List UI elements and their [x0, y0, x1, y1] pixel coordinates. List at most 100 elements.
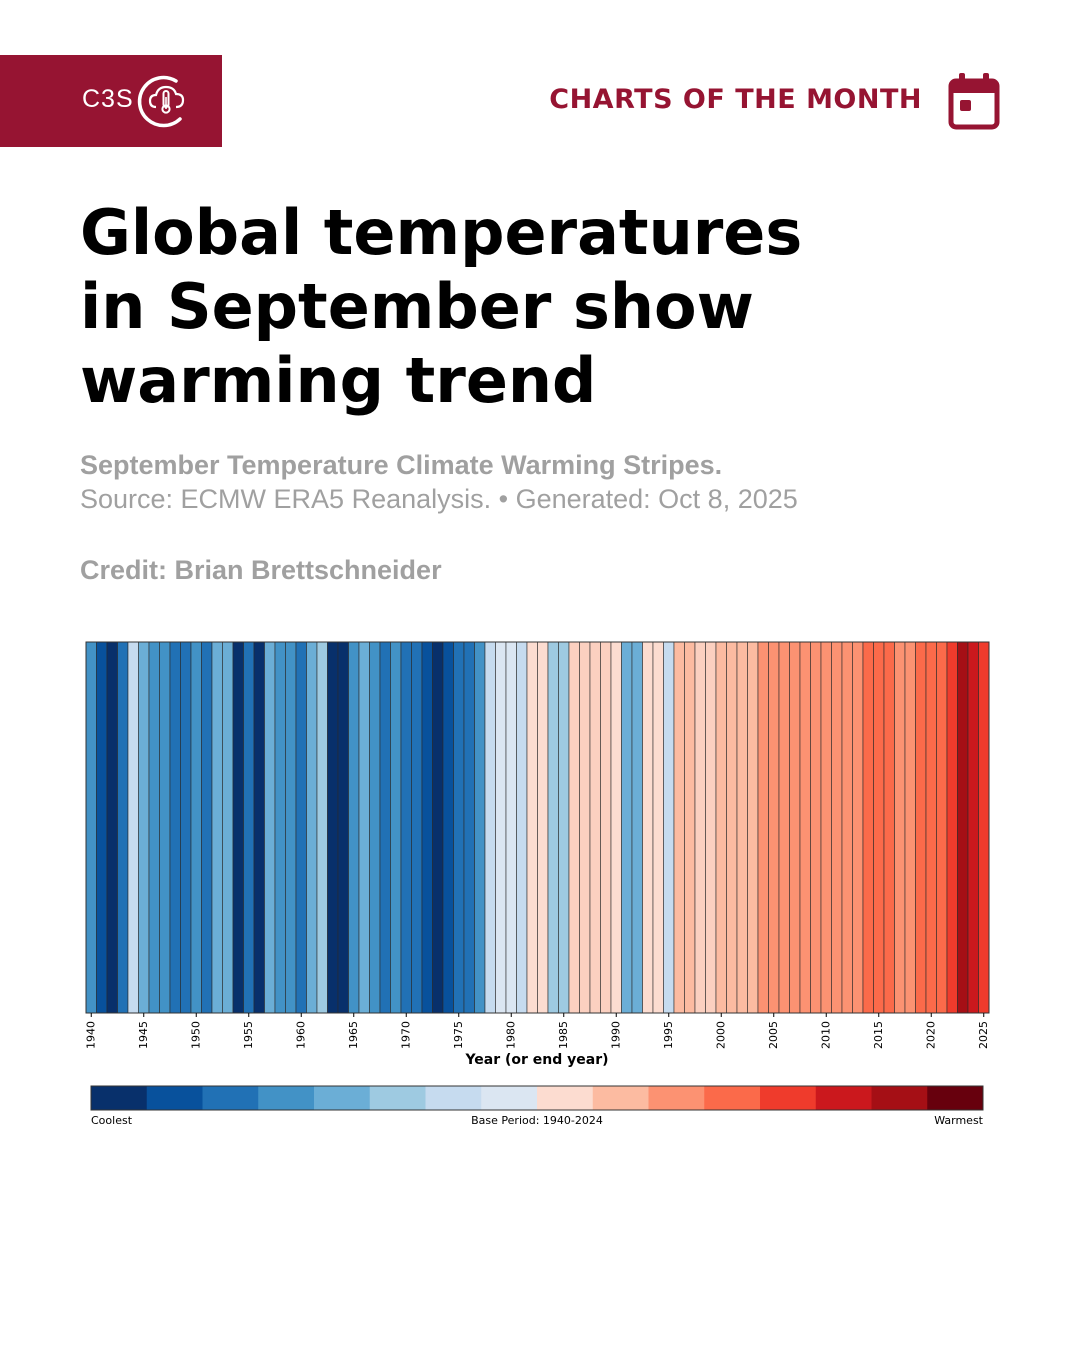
- stripe-2016: [883, 641, 895, 1014]
- stripe-1979: [495, 641, 507, 1014]
- colorbar-swatch-7: [481, 1086, 538, 1110]
- stripe-1972: [421, 641, 433, 1014]
- x-tick-label-2020: 2020: [924, 1021, 937, 1049]
- stripe-1993: [642, 641, 654, 1014]
- stripe-1988: [589, 641, 601, 1014]
- stripe-2011: [831, 641, 843, 1014]
- stripe-2012: [841, 641, 853, 1014]
- colorbar-swatch-2: [202, 1086, 259, 1110]
- x-tick-label-1975: 1975: [452, 1021, 465, 1049]
- stripe-1941: [96, 641, 108, 1014]
- x-tick-label-1955: 1955: [242, 1021, 255, 1049]
- stripe-2008: [799, 641, 811, 1014]
- stripe-1961: [306, 641, 318, 1014]
- stripe-2014: [862, 641, 874, 1014]
- stripe-1980: [505, 641, 517, 1014]
- stripe-1990: [610, 641, 622, 1014]
- x-axis-label: Year (or end year): [464, 1052, 608, 1068]
- stripe-1946: [148, 641, 160, 1014]
- stripe-2024: [967, 641, 979, 1014]
- stripe-1992: [631, 641, 643, 1014]
- colorbar: [90, 1085, 984, 1111]
- chart-source: Source: ECMW ERA5 Reanalysis. • Generate…: [80, 484, 798, 514]
- stripe-1960: [295, 641, 307, 1014]
- stripe-1963: [327, 641, 339, 1014]
- title-line-2: in September show: [80, 270, 754, 343]
- stripe-1975: [453, 641, 465, 1014]
- stripe-2009: [810, 641, 822, 1014]
- stripe-2020: [925, 641, 937, 1014]
- x-axis-ticks: 1940 1945 1950 1955 1960 1965 1970 1975 1980 1985…: [84, 1013, 990, 1049]
- stripe-1989: [600, 641, 612, 1014]
- colorbar-swatch-12: [760, 1086, 817, 1110]
- stripes-group: [85, 641, 990, 1014]
- stripe-1964: [337, 641, 349, 1014]
- stripes-svg: 1940 1945 1950 1955 1960 1965 1970 1975 1980 1985…: [84, 641, 990, 1127]
- colorbar-right-label: Warmest: [934, 1114, 983, 1127]
- stripe-1969: [390, 641, 402, 1014]
- title-line-1: Global temperatures: [80, 196, 803, 269]
- section-label: CHARTS OF THE MONTH: [549, 84, 922, 115]
- chart-subtitle: September Temperature Climate Warming St…: [80, 450, 723, 480]
- stripe-1971: [411, 641, 423, 1014]
- stripe-1957: [264, 641, 276, 1014]
- colorbar-swatch-0: [91, 1086, 148, 1110]
- x-tick-label-2000: 2000: [714, 1021, 727, 1049]
- x-tick-label-1970: 1970: [399, 1021, 412, 1049]
- stripe-1962: [316, 641, 328, 1014]
- stripe-2007: [789, 641, 801, 1014]
- x-tick-label-1940: 1940: [84, 1021, 97, 1049]
- x-tick-label-1980: 1980: [504, 1021, 517, 1049]
- stripe-1983: [537, 641, 549, 1014]
- colorbar-swatch-15: [927, 1086, 984, 1110]
- stripe-1949: [180, 641, 192, 1014]
- chart-credit: Credit: Brian Brettschneider: [80, 555, 442, 585]
- stripe-1984: [547, 641, 559, 1014]
- stripe-1985: [558, 641, 570, 1014]
- stripe-2013: [852, 641, 864, 1014]
- stripe-1973: [432, 641, 444, 1014]
- calendar-icon: [948, 73, 1000, 130]
- x-tick-label-2010: 2010: [819, 1021, 832, 1049]
- stripe-1959: [285, 641, 297, 1014]
- title-line-3: warming trend: [80, 344, 597, 417]
- stripe-2017: [894, 641, 906, 1014]
- stripe-2023: [957, 641, 969, 1014]
- stripe-2015: [873, 641, 885, 1014]
- stripe-2002: [736, 641, 748, 1014]
- stripe-1958: [274, 641, 286, 1014]
- stripe-1974: [442, 641, 454, 1014]
- stripe-1987: [579, 641, 591, 1014]
- stripe-2022: [946, 641, 958, 1014]
- stripe-1950: [190, 641, 202, 1014]
- stripe-2006: [778, 641, 790, 1014]
- stripe-1986: [568, 641, 580, 1014]
- stripe-1943: [117, 641, 129, 1014]
- stripe-1967: [369, 641, 381, 1014]
- stripe-1994: [652, 641, 664, 1014]
- colorbar-swatch-5: [369, 1086, 426, 1110]
- stripe-1968: [379, 641, 391, 1014]
- x-tick-label-2015: 2015: [872, 1021, 885, 1049]
- stripe-1944: [127, 641, 139, 1014]
- colorbar-swatch-6: [425, 1086, 482, 1110]
- stripe-1997: [684, 641, 696, 1014]
- stripe-1955: [243, 641, 255, 1014]
- stripe-1945: [138, 641, 150, 1014]
- stripe-1991: [621, 641, 633, 1014]
- stripe-1981: [516, 641, 528, 1014]
- stripe-1940: [85, 641, 97, 1014]
- colorbar-left-label: Coolest: [91, 1114, 133, 1127]
- stripe-1965: [348, 641, 360, 1014]
- x-tick-label-2005: 2005: [767, 1021, 780, 1049]
- colorbar-frame: [90, 1085, 984, 1111]
- colorbar-swatch-3: [258, 1086, 315, 1110]
- stripe-1998: [694, 641, 706, 1014]
- stripe-1999: [705, 641, 717, 1014]
- stripe-2025: [978, 641, 990, 1014]
- stripe-2010: [820, 641, 832, 1014]
- stripe-1966: [358, 641, 370, 1014]
- colorbar-swatch-14: [871, 1086, 928, 1110]
- colorbar-swatch-13: [815, 1086, 872, 1110]
- stripe-1996: [673, 641, 685, 1014]
